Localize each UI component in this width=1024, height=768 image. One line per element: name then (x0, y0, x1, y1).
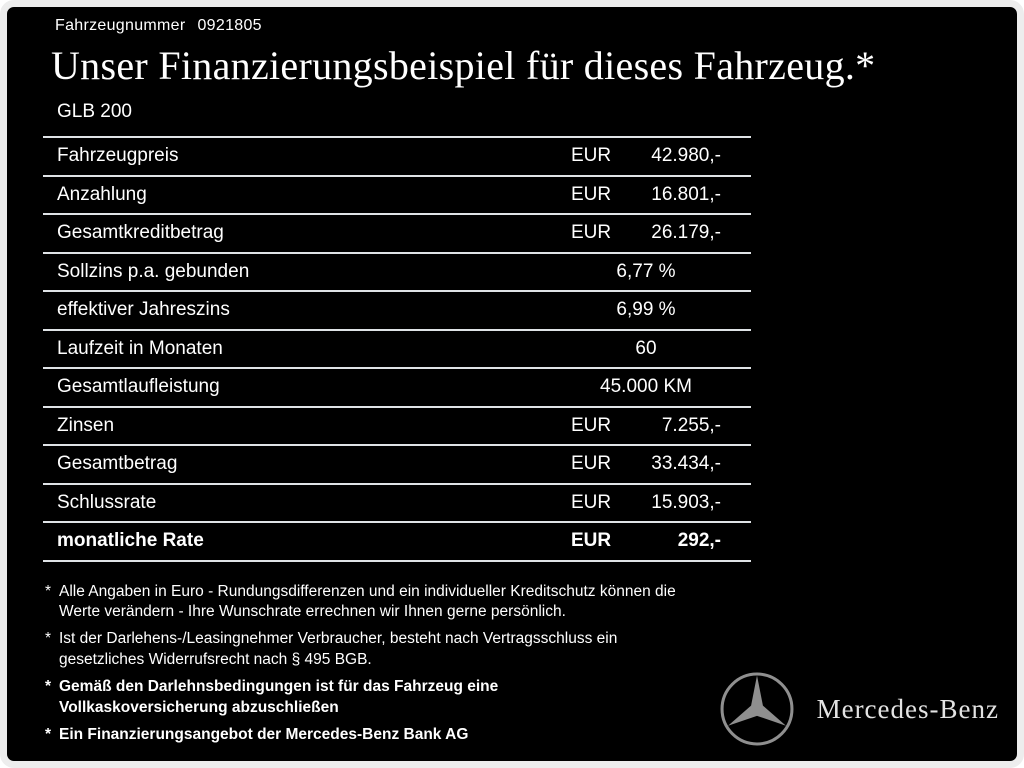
row-label: monatliche Rate (57, 530, 204, 552)
row-amount: 15.903,- (651, 491, 721, 513)
row-currency: EUR (571, 222, 612, 244)
row-amount: 16.801,- (651, 183, 721, 205)
row-amount: 60 (635, 337, 657, 359)
page-title: Unser Finanzierungsbeispiel für dieses F… (51, 43, 876, 88)
footnote-marker: * (45, 726, 52, 744)
brand-wordmark: Mercedes-Benz (816, 693, 999, 724)
table-row-schlussrate: Schlussrate EUR 15.903,- (43, 485, 751, 523)
row-label: Gesamtbetrag (57, 453, 178, 475)
footnote-marker: * (45, 582, 52, 600)
table-row-gesamtkreditbetrag: Gesamtkreditbetrag EUR 26.179,- (43, 215, 751, 254)
footnotes: * Alle Angaben in Euro - Rundungsdiffere… (45, 582, 745, 746)
row-currency: EUR (571, 183, 612, 205)
row-currency: EUR (571, 414, 612, 436)
footnote-text: Gemäß den Darlehnsbedingungen ist für da… (59, 678, 499, 716)
footnote-text: Ist der Darlehens-/Leasingnehmer Verbrau… (59, 630, 618, 668)
row-currency: EUR (571, 530, 612, 552)
table-row-zinsen: Zinsen EUR 7.255,- (43, 408, 751, 446)
mercedes-star-icon (719, 671, 795, 747)
row-value-cell: EUR 42.980,- (571, 145, 721, 167)
row-value-cell: EUR 16.801,- (571, 184, 721, 206)
table-row-laufzeit: Laufzeit in Monaten 60 (43, 331, 751, 369)
row-value-cell: 6,77 % (531, 261, 721, 283)
table-row-gesamtlaufleistung: Gesamtlaufleistung 45.000 KM (43, 369, 751, 408)
footnote-text: Alle Angaben in Euro - Rundungsdifferenz… (59, 582, 676, 620)
row-amount: 42.980,- (651, 145, 721, 167)
footnote-text: Ein Finanzierungsangebot der Mercedes-Be… (59, 726, 469, 744)
footnote-vollkasko: * Gemäß den Darlehnsbedingungen ist für … (45, 677, 745, 718)
row-value-cell: 60 (531, 338, 721, 360)
row-value-cell: 6,99 % (531, 299, 721, 321)
row-value-cell: 45.000 KM (531, 376, 721, 398)
row-value-cell: EUR 292,- (571, 530, 721, 552)
row-label: Anzahlung (57, 183, 147, 205)
row-amount: 33.434,- (651, 453, 721, 475)
row-amount: 6,99 % (616, 299, 676, 321)
table-row-gesamtbetrag: Gesamtbetrag EUR 33.434,- (43, 446, 751, 485)
table-row-effektiver-jahreszins: effektiver Jahreszins 6,99 % (43, 292, 751, 331)
row-currency: EUR (571, 453, 612, 475)
brand-block: Mercedes-Benz (719, 671, 999, 747)
financing-table: Fahrzeugpreis EUR 42.980,- Anzahlung EUR… (43, 136, 751, 562)
vehicle-number-label: Fahrzeugnummer (55, 17, 186, 34)
row-amount: 7.255,- (661, 414, 721, 436)
row-amount: 26.179,- (651, 222, 721, 244)
table-row-fahrzeugpreis: Fahrzeugpreis EUR 42.980,- (43, 138, 751, 177)
row-amount: 292,- (677, 530, 721, 552)
row-label: Laufzeit in Monaten (57, 337, 223, 359)
row-label: effektiver Jahreszins (57, 299, 230, 321)
row-amount: 45.000 KM (600, 376, 692, 398)
row-label: Schlussrate (57, 491, 157, 513)
table-row-monatliche-rate: monatliche Rate EUR 292,- (43, 523, 751, 562)
footnote-bank: * Ein Finanzierungsangebot der Mercedes-… (45, 725, 745, 745)
row-label: Fahrzeugpreis (57, 145, 179, 167)
footnote-marker: * (45, 678, 52, 696)
row-currency: EUR (571, 145, 612, 167)
row-label: Gesamtlaufleistung (57, 376, 220, 398)
row-label: Zinsen (57, 414, 115, 436)
table-row-sollzins: Sollzins p.a. gebunden 6,77 % (43, 254, 751, 292)
row-currency: EUR (571, 491, 612, 513)
row-value-cell: EUR 7.255,- (571, 415, 721, 437)
row-label: Sollzins p.a. gebunden (57, 260, 250, 282)
model-name: GLB 200 (57, 101, 132, 122)
row-value-cell: EUR 15.903,- (571, 492, 721, 514)
footnote-widerrufsrecht: * Ist der Darlehens-/Leasingnehmer Verbr… (45, 629, 745, 670)
row-label: Gesamtkreditbetrag (57, 222, 224, 244)
footnote-marker: * (45, 630, 52, 648)
footnote-rounding: * Alle Angaben in Euro - Rundungsdiffere… (45, 582, 745, 623)
vehicle-number-line: Fahrzeugnummer 0921805 (55, 17, 1017, 35)
row-amount: 6,77 % (616, 260, 676, 282)
row-value-cell: EUR 26.179,- (571, 222, 721, 244)
vehicle-number-value: 0921805 (197, 17, 262, 34)
row-value-cell: EUR 33.434,- (571, 453, 721, 475)
table-row-anzahlung: Anzahlung EUR 16.801,- (43, 177, 751, 215)
